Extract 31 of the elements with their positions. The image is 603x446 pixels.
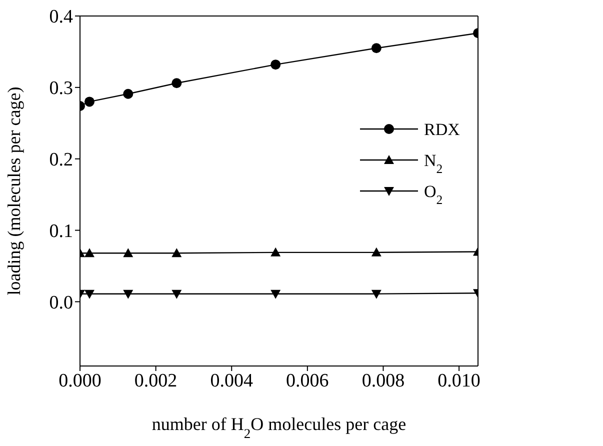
x-tick-label: 0.002 (134, 370, 178, 392)
point (123, 248, 134, 258)
x-tick-label: 0.006 (286, 370, 329, 392)
legend-label: N$_{2}$ (424, 151, 443, 176)
point (270, 60, 281, 70)
point (84, 96, 94, 107)
legend-label: O$_{2}$ (424, 182, 443, 207)
y-tick-label: 0.0 (49, 292, 73, 314)
point (270, 247, 281, 256)
x-tick-label: 0.010 (438, 370, 480, 392)
x-tick-label: 0.000 (58, 370, 102, 392)
point (84, 248, 94, 258)
x-tick-label: 0.004 (210, 370, 254, 392)
x-axis-title: number of H$_{2}$O molecules per cage (152, 414, 406, 440)
y-tick-label: 0.1 (49, 221, 73, 242)
point (172, 290, 182, 299)
point (371, 43, 382, 54)
point (172, 78, 182, 88)
y-tick-label: 0.3 (49, 78, 73, 100)
y-tick-label: 0.4 (49, 6, 74, 28)
point (123, 88, 134, 99)
legend-label: RDX (424, 120, 460, 139)
y-axis-title: loading (molecules per cage) (4, 86, 24, 296)
point (84, 290, 94, 299)
point (172, 248, 182, 258)
x-tick-label: 0.008 (362, 370, 405, 392)
point (371, 290, 382, 299)
point (371, 247, 382, 256)
point (270, 290, 281, 299)
point (123, 290, 134, 299)
y-tick-label: 0.2 (49, 150, 73, 171)
